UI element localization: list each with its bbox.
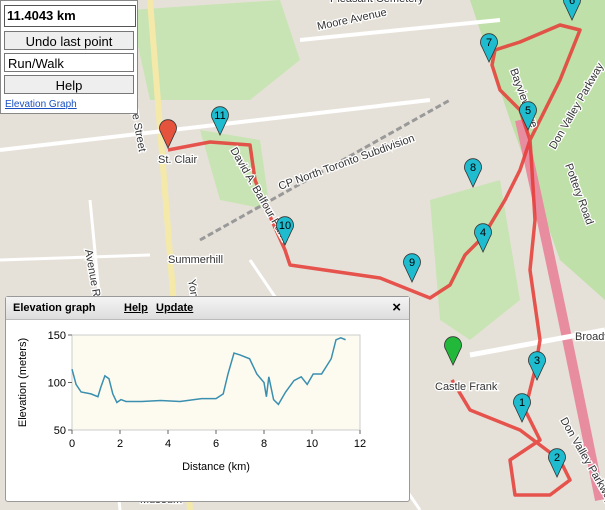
x-tick-label: 6 bbox=[213, 438, 219, 450]
waypoint-pin bbox=[403, 253, 421, 283]
waypoint-label: 3 bbox=[534, 355, 540, 367]
undo-button[interactable]: Undo last point bbox=[4, 31, 134, 50]
panel-help[interactable]: Help bbox=[124, 302, 148, 314]
panel-close[interactable]: × bbox=[392, 299, 401, 316]
waypoint-pin bbox=[211, 106, 229, 136]
help-button[interactable]: Help bbox=[4, 75, 134, 94]
waypoint-label: 9 bbox=[409, 257, 415, 269]
park bbox=[430, 180, 520, 340]
panel-title: Elevation graph bbox=[13, 302, 96, 314]
waypoint-label: 4 bbox=[480, 227, 486, 239]
waypoint-label: 1 bbox=[519, 397, 525, 409]
x-tick-label: 12 bbox=[354, 438, 366, 450]
waypoint-pin bbox=[548, 448, 566, 478]
waypoint-pin bbox=[464, 158, 482, 188]
map-label: St. Clair bbox=[158, 154, 197, 166]
start-pin bbox=[159, 119, 177, 149]
y-axis-label: Elevation (meters) bbox=[17, 338, 29, 427]
y-tick-label: 100 bbox=[48, 378, 66, 390]
waypoint-label: 8 bbox=[470, 162, 476, 174]
waypoint-label: 5 bbox=[525, 105, 531, 117]
park bbox=[130, 0, 300, 100]
x-tick-label: 2 bbox=[117, 438, 123, 450]
map-label: Broadview bbox=[575, 331, 605, 343]
y-tick-label: 50 bbox=[54, 425, 66, 437]
x-tick-label: 10 bbox=[306, 438, 318, 450]
waypoint-pin bbox=[480, 33, 498, 63]
waypoint-label: 2 bbox=[554, 452, 560, 464]
waypoint-pin bbox=[474, 223, 492, 253]
map-label: Pleasant Cemetery bbox=[330, 0, 424, 5]
elevation-line bbox=[71, 337, 346, 406]
railway bbox=[199, 98, 451, 242]
elevation-chart: 0 2 4 6 8 10 12 50 100 150 Distance (km) Elevation … bbox=[17, 330, 366, 473]
waypoint-pin bbox=[563, 0, 581, 21]
waypoint-label: 11 bbox=[214, 110, 225, 122]
y-tick-label: 150 bbox=[48, 330, 66, 342]
panel-update[interactable]: Update bbox=[156, 302, 194, 314]
x-axis-label: Distance (km) bbox=[182, 461, 250, 473]
plot-area bbox=[71, 334, 361, 431]
panel-header: Elevation graph Help Update × bbox=[6, 297, 409, 320]
map-label: Summerhill bbox=[168, 254, 223, 266]
x-tick-label: 8 bbox=[261, 438, 267, 450]
waypoint-label: 6 bbox=[569, 0, 575, 7]
waypoint-pin bbox=[519, 101, 537, 131]
distance-field: 11.4043 km bbox=[4, 5, 136, 27]
route bbox=[167, 23, 582, 497]
road bbox=[469, 327, 605, 358]
controls: 11.4043 km Undo last point Run/Walk Help… bbox=[0, 0, 138, 114]
park bbox=[200, 130, 270, 210]
end-pin bbox=[444, 336, 462, 366]
x-tick-label: 4 bbox=[165, 438, 171, 450]
map-label: Castle Frank bbox=[435, 381, 498, 393]
park bbox=[470, 0, 605, 300]
mode-select[interactable]: Run/Walk bbox=[4, 53, 134, 72]
elevation-link[interactable]: Elevation Graph bbox=[5, 99, 77, 110]
x-tick-label: 0 bbox=[69, 438, 75, 450]
road bbox=[299, 18, 501, 42]
waypoint-label: 7 bbox=[486, 37, 492, 49]
waypoint-pin bbox=[276, 216, 294, 246]
waypoint-pin bbox=[528, 351, 546, 381]
elevation-panel: Elevation graph Help Update × 0 2 4 6 8 10 12 5… bbox=[5, 296, 410, 502]
waypoint-pin bbox=[513, 393, 531, 423]
waypoint-label: 10 bbox=[279, 220, 291, 232]
